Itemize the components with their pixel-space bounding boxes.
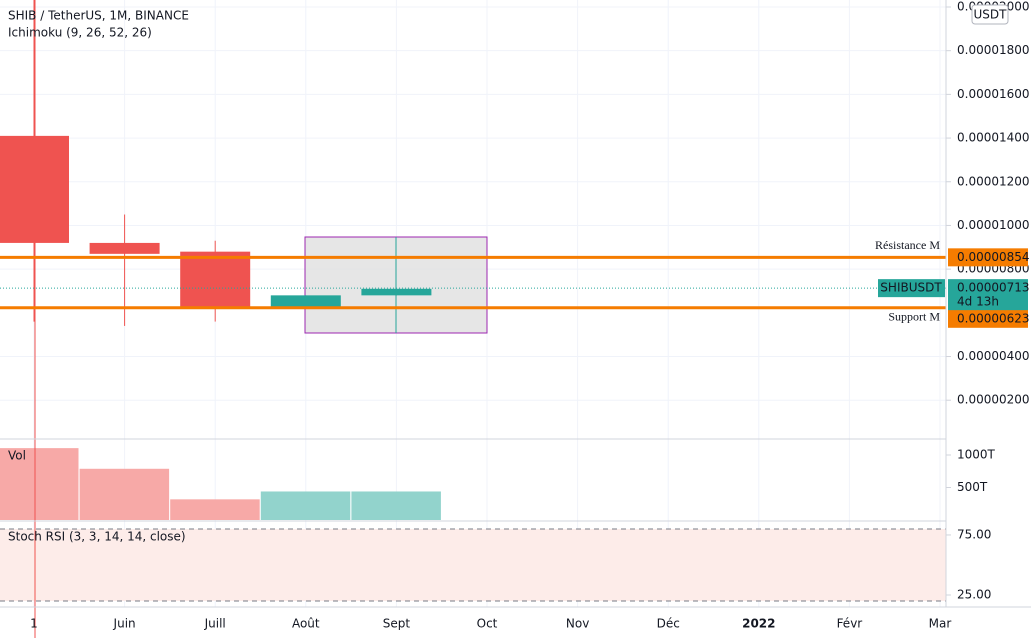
level-label: 0.00000854 (957, 250, 1030, 264)
x-tick-label: 1 (30, 617, 38, 631)
x-tick-label: Juin (113, 617, 136, 631)
stoch-tick-label: 25.00 (957, 587, 991, 601)
countdown: 4d 13h (957, 295, 999, 309)
y-tick-label: 0.00000200 (957, 393, 1030, 407)
y-tick-label: 0.00001600 (957, 87, 1030, 101)
y-tick-label: 0.00001000 (957, 218, 1030, 232)
currency-badge[interactable] (971, 4, 1009, 25)
level-badge (948, 309, 1028, 328)
volume-bar (260, 491, 351, 520)
x-tick-label: Août (292, 617, 320, 631)
x-tick-label: 2022 (742, 617, 775, 631)
y-tick-label: 0.00001400 (957, 131, 1030, 145)
candle-body (361, 288, 432, 296)
y-tick-label: 0.00001800 (957, 43, 1030, 57)
volume-tick-label: 1000T (957, 448, 996, 462)
x-tick-label: Déc (657, 617, 680, 631)
currency: USDT (974, 8, 1008, 22)
symbol: SHIBUSDT (880, 281, 942, 295)
level-label: 0.00000623 (957, 311, 1030, 325)
y-tick-label: 0.00001200 (957, 174, 1030, 188)
chart-title: SHIB / TetherUS, 1M, BINANCE (8, 9, 189, 23)
volume-bar (0, 448, 79, 520)
stoch-tick-label: 75.00 (957, 527, 991, 541)
candle-body (0, 135, 69, 243)
volume-tick-label: 500T (957, 480, 988, 494)
indicator: Ichimoku (9, 26, 52, 26) (8, 26, 152, 40)
candles (0, 0, 432, 326)
stoch-title: Stoch RSI (3, 3, 14, 14, close) (8, 530, 186, 544)
x-tick-label: Sept (383, 617, 411, 631)
symbol-badge (878, 279, 945, 298)
last-price-label: 0.00000713 (957, 281, 1030, 295)
volume-bar (351, 491, 441, 520)
level-name: Support M (888, 310, 940, 324)
candle-body (89, 242, 160, 254)
level-badge (948, 248, 1028, 267)
x-tick-label: Nov (566, 617, 589, 631)
candle-body (180, 251, 251, 309)
x-tick-label: Juill (204, 617, 226, 631)
last-price-badge (948, 279, 1028, 311)
y-tick-label: 0.00000400 (957, 349, 1030, 363)
x-tick-label: Mar (929, 617, 952, 631)
stoch-band (0, 528, 946, 601)
candle-body (270, 295, 341, 309)
x-tick-label: Févr (837, 617, 863, 631)
volume-bar (170, 499, 260, 520)
axes: 1 Juin Juill Août Sept Oct Nov Déc 2022 Févr Mar 0.… (30, 0, 1030, 631)
x-tick-label: Oct (477, 617, 498, 631)
level-name: Résistance M (875, 238, 940, 252)
volume-title: Vol (8, 449, 26, 463)
grid (0, 0, 946, 607)
overlays: Résistance M Support M SHIBUSDT (0, 238, 946, 324)
volume-bar (79, 468, 170, 520)
